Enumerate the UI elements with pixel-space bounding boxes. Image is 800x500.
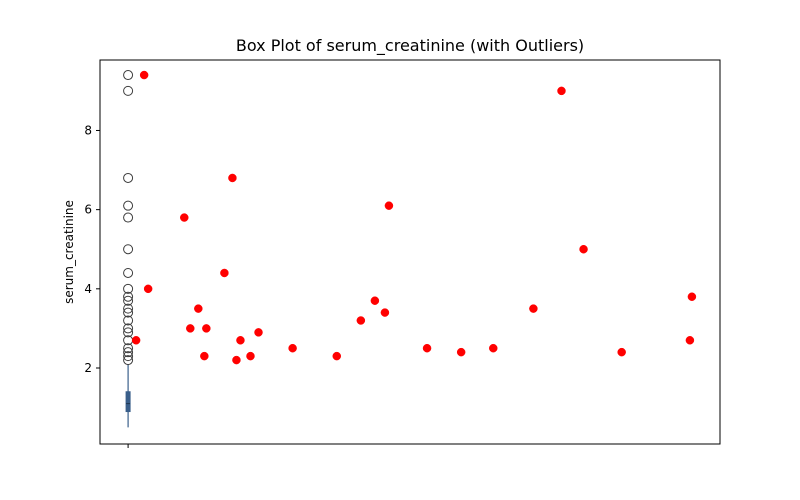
- scatter-point: [194, 304, 203, 313]
- outlier-point: [123, 295, 134, 306]
- box-plot: [125, 364, 131, 428]
- y-tick-label: 8: [84, 123, 92, 137]
- outlier-point: [123, 351, 134, 362]
- scatter-point: [557, 86, 566, 96]
- scatter-point: [332, 351, 342, 361]
- scatter-point: [579, 244, 588, 254]
- outlier-point: [123, 200, 134, 211]
- scatter-point: [254, 328, 263, 337]
- outlier-point: [123, 172, 134, 183]
- scatter-point: [232, 355, 241, 365]
- outlier-point: [123, 283, 134, 294]
- box-iqr: [125, 391, 131, 413]
- scatter-point: [236, 336, 245, 345]
- outlier-point: [123, 327, 134, 338]
- scatter-point: [186, 324, 195, 333]
- outlier-point: [123, 291, 134, 302]
- outlier-point: [123, 355, 134, 366]
- outlier-point: [123, 267, 134, 278]
- scatter-point: [131, 336, 141, 345]
- scatter-point: [370, 296, 380, 305]
- scatter-point: [220, 268, 229, 278]
- scatter-point: [384, 201, 394, 210]
- plot-frame: [99, 59, 721, 445]
- y-tick-label: 6: [84, 203, 92, 217]
- chart-title: Box Plot of serum_creatinine (with Outli…: [236, 36, 584, 56]
- scatter-series: [131, 70, 697, 365]
- outlier-point: [123, 347, 134, 358]
- scatter-point: [139, 70, 149, 80]
- outlier-point: [123, 315, 134, 326]
- y-tick-label: 4: [84, 282, 92, 296]
- scatter-point: [422, 343, 432, 353]
- scatter-point: [617, 347, 626, 357]
- scatter-point: [180, 213, 189, 222]
- scatter-point: [202, 324, 211, 333]
- scatter-point: [143, 284, 153, 294]
- scatter-point: [687, 292, 697, 301]
- scatter-point: [380, 308, 390, 317]
- scatter-point: [529, 304, 538, 313]
- outlier-point: [123, 70, 134, 81]
- outlier-point: [123, 303, 134, 314]
- scatter-point: [456, 347, 466, 357]
- scatter-point: [288, 343, 297, 353]
- y-tick-label: 2: [84, 361, 92, 375]
- box-outliers: [123, 70, 134, 366]
- scatter-point: [685, 336, 695, 345]
- outlier-point: [123, 212, 134, 223]
- outlier-point: [123, 244, 134, 255]
- scatter-point: [228, 173, 237, 183]
- outlier-point: [123, 307, 134, 318]
- outlier-point: [123, 85, 134, 96]
- scatter-point: [489, 343, 498, 353]
- scatter-point: [200, 351, 209, 361]
- outlier-point: [123, 323, 134, 334]
- scatter-point: [356, 316, 366, 325]
- outlier-point: [123, 343, 134, 354]
- y-axis-label: serum_creatinine: [62, 200, 76, 304]
- scatter-point: [246, 351, 255, 361]
- y-axis: 2 4 6 8: [84, 123, 100, 375]
